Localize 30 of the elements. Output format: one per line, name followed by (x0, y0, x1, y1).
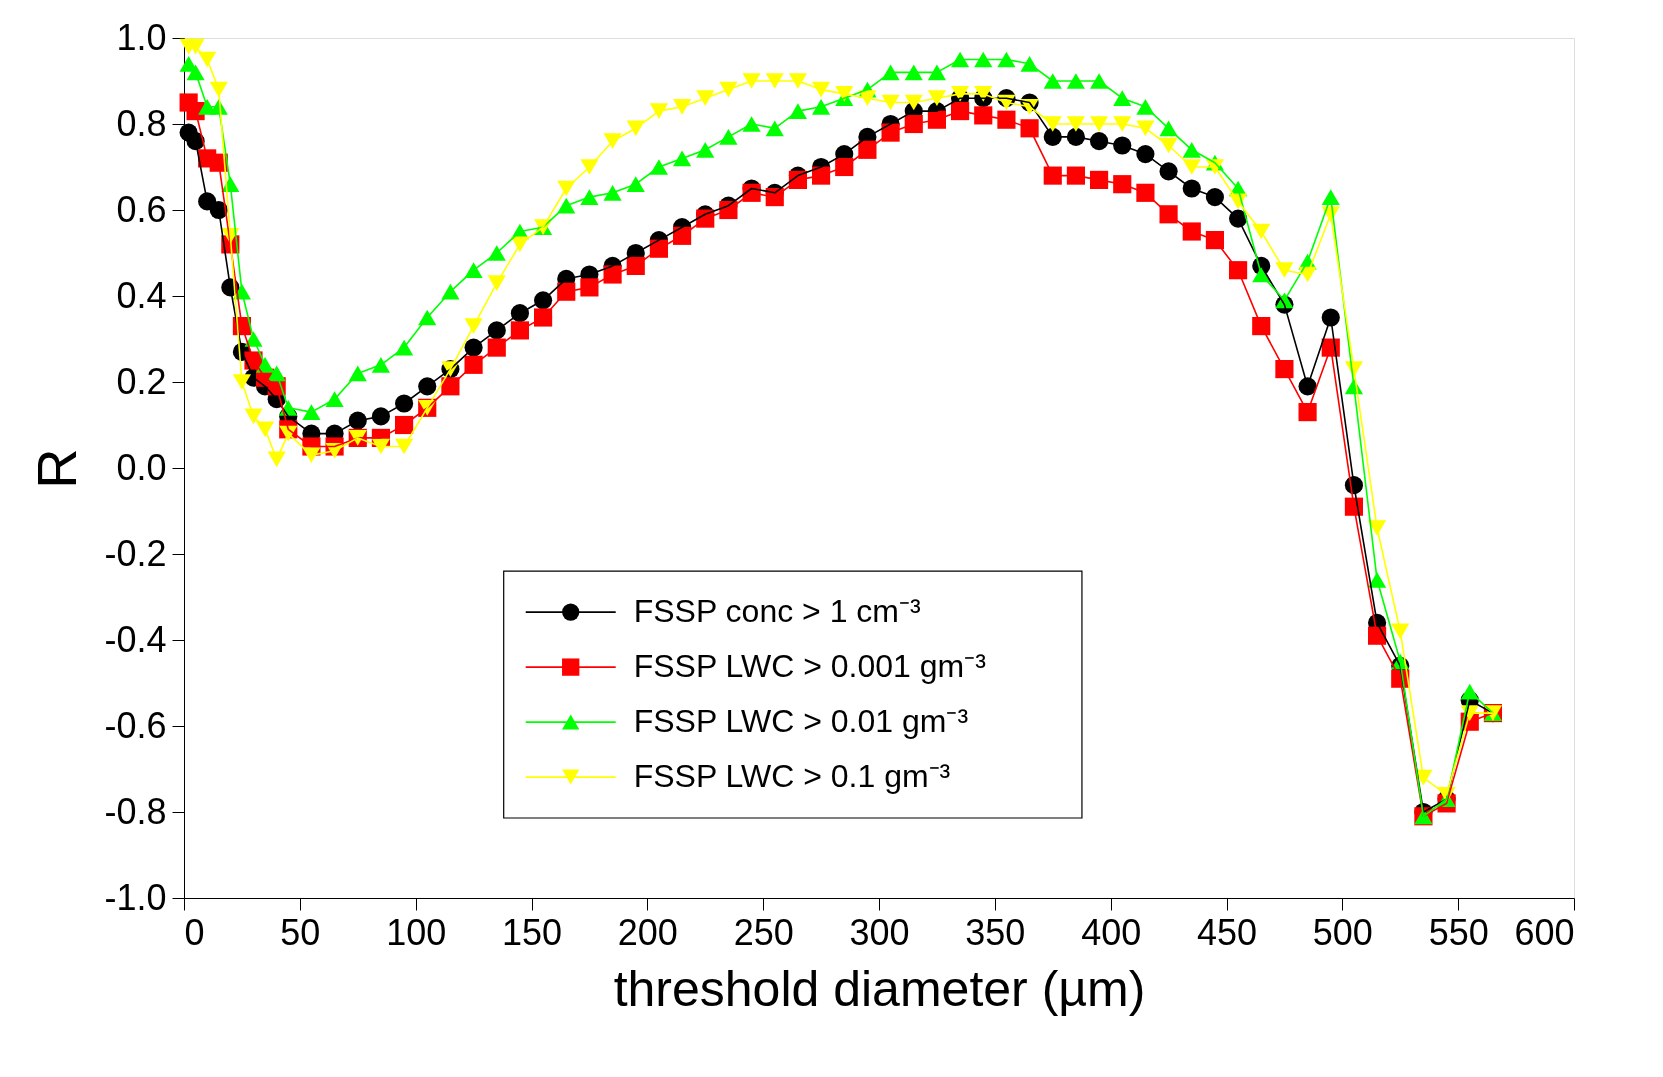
y-tick-label: -0.6 (104, 704, 167, 746)
y-tick-label: 0.8 (116, 102, 167, 144)
x-tick-label: 100 (386, 911, 447, 953)
y-tick-label: 0.2 (116, 360, 167, 402)
y-tick-label: 1.0 (116, 16, 167, 58)
y-tick-label: 0.6 (116, 188, 167, 230)
y-tick-label: -0.8 (104, 790, 167, 832)
legend-label: FSSP conc > 1 cm⁻³ (633, 593, 921, 630)
x-tick-label: 300 (849, 911, 910, 953)
y-tick-label: 0.0 (116, 446, 167, 488)
x-tick-label: 150 (501, 911, 563, 953)
x-tick-label: 250 (733, 911, 794, 953)
x-tick-label: 500 (1312, 911, 1373, 953)
x-tick-label: 0 (184, 911, 205, 953)
y-tick-label: -0.2 (104, 532, 167, 574)
y-tick-label: -1.0 (104, 876, 167, 918)
legend-label: FSSP LWC > 0.001 gm⁻³ (633, 648, 987, 685)
x-tick-label: 600 (1514, 911, 1575, 953)
x-tick-label: 550 (1428, 911, 1489, 953)
x-tick-label: 350 (965, 911, 1026, 953)
y-tick-label: -0.4 (104, 618, 167, 660)
y-tick-label: 0.4 (116, 274, 167, 316)
x-tick-label: 450 (1196, 911, 1258, 953)
legend-label: FSSP LWC > 0.1 gm⁻³ (633, 758, 951, 795)
legend-label: FSSP LWC > 0.01 gm⁻³ (633, 703, 969, 740)
x-tick-label: 400 (1081, 911, 1142, 953)
x-axis-title: threshold diameter (µm) (613, 960, 1146, 1017)
x-tick-label: 200 (617, 911, 678, 953)
x-tick-label: 50 (280, 911, 321, 953)
y-axis-title: R (25, 448, 89, 489)
